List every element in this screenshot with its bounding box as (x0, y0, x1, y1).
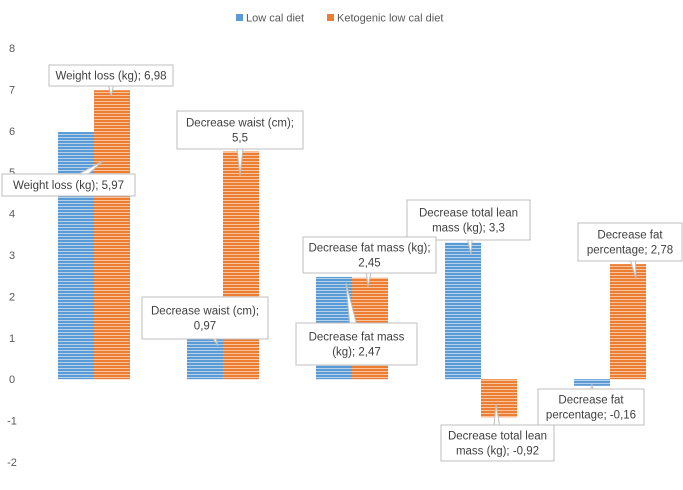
data-label-callout: Decrease waist (cm); 5,5 (176, 110, 304, 177)
y-axis: -2 -1 0 1 2 3 4 5 6 7 8 (7, 43, 17, 469)
y-tick-label: 5 (9, 167, 15, 179)
callout-box (440, 424, 555, 462)
data-label: Decrease fat (558, 395, 624, 407)
data-label: Decrease waist (cm); (186, 118, 294, 130)
data-label: 5,5 (232, 133, 248, 145)
data-label: Decrease fat mass (kg); (308, 243, 430, 255)
data-label: mass (kg); 3,3 (432, 223, 505, 235)
data-label-callout: Decrease waist (cm); 0,97 (141, 296, 269, 347)
data-label: percentage; -0,16 (546, 410, 636, 422)
data-label-callout: Decrease fat percentage; -0,16 (537, 383, 645, 426)
data-label: Weight loss (kg); 6,98 (55, 71, 166, 83)
y-tick-label: 4 (9, 209, 15, 221)
data-label: mass (kg); -0,92 (456, 446, 539, 458)
callout-box (176, 110, 304, 150)
bar (610, 264, 646, 380)
data-label: Decrease fat (597, 230, 663, 242)
data-label: Decrease total lean (448, 431, 547, 443)
legend-swatch (327, 14, 334, 21)
data-label: percentage; 2,78 (587, 245, 673, 257)
y-tick-label: 7 (9, 84, 15, 96)
bar (481, 379, 517, 418)
callout-box (141, 296, 269, 340)
legend-swatch (236, 14, 243, 21)
legend: Low cal diet Ketogenic low cal diet (236, 13, 443, 25)
y-tick-label: 2 (9, 291, 15, 303)
bar (445, 242, 481, 380)
y-tick-label: 6 (9, 126, 15, 138)
y-tick-label: 0 (9, 374, 15, 386)
legend-label: Ketogenic low cal diet (337, 13, 443, 25)
callout-box (48, 64, 174, 87)
bar (94, 90, 130, 380)
y-tick-label: 1 (9, 333, 15, 345)
data-label: Weight loss (kg); 5,97 (13, 180, 124, 192)
data-label: 0,97 (194, 321, 216, 333)
data-label-callout: Decrease fat mass (kg); 2,45 (302, 236, 437, 288)
callout-box (1, 173, 136, 197)
callout-box (537, 388, 645, 426)
data-label-callout: Decrease total lean mass (kg); -0,92 (440, 403, 555, 462)
data-label-callout: Weight loss (kg); 6,98 (48, 64, 174, 97)
data-label: Decrease total lean (419, 208, 518, 220)
data-label: (kg); 2,47 (332, 347, 381, 359)
bars (58, 90, 646, 418)
data-label: Decrease waist (cm); (151, 306, 259, 318)
data-label-callout: Decrease fat mass (kg); 2,47 (295, 282, 418, 366)
data-label: Decrease fat mass (309, 332, 405, 344)
callout-box (406, 199, 531, 241)
data-label-callouts: Weight loss (kg); 5,97 Decrease waist (cm… (1, 64, 683, 462)
y-tick-label: 3 (9, 250, 15, 262)
callout-box (577, 222, 683, 262)
callout-box (302, 236, 437, 274)
data-label-callout: Weight loss (kg); 5,97 (1, 160, 136, 197)
legend-label: Low cal diet (246, 13, 304, 25)
bar (187, 339, 223, 380)
data-label-callout: Decrease total lean mass (kg); 3,3 (406, 199, 531, 256)
y-tick-label: -2 (7, 457, 17, 469)
data-label: 2,45 (358, 258, 380, 270)
y-tick-label: 8 (9, 43, 15, 55)
bar (574, 379, 610, 386)
bar (223, 151, 259, 380)
y-tick-label: -1 (7, 416, 17, 428)
data-label-callout: Decrease fat percentage; 2,78 (577, 222, 683, 280)
callout-box (295, 322, 418, 366)
